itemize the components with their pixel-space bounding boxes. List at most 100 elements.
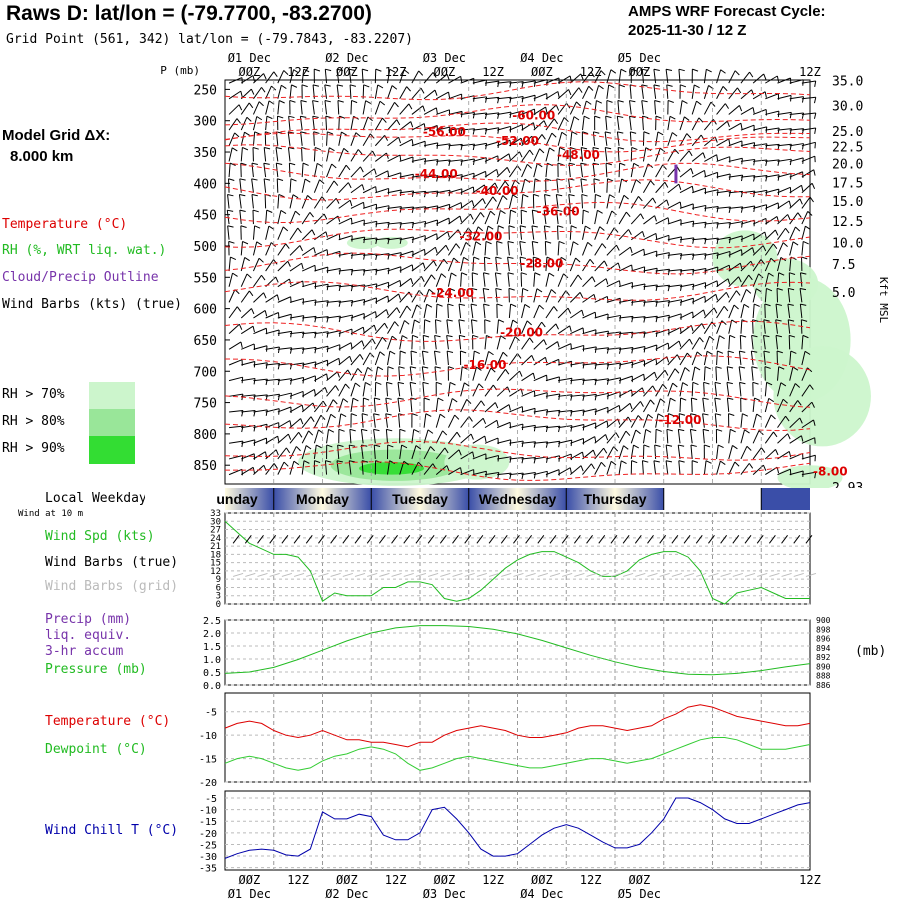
wind-barb-flag bbox=[592, 147, 599, 150]
wind-barb-flag bbox=[331, 163, 337, 169]
wind-barb-flag bbox=[437, 397, 444, 402]
temperature-contour-label: -60.00 bbox=[512, 109, 555, 123]
wind-barb bbox=[238, 194, 242, 209]
top-hour-label: 12Z bbox=[385, 65, 407, 79]
wind-barb bbox=[545, 132, 553, 146]
wind-barb-flag bbox=[655, 358, 658, 365]
wind-barb-flag bbox=[619, 280, 621, 287]
wind-barb-grid bbox=[610, 572, 622, 577]
wind-barb bbox=[679, 382, 684, 397]
wind-barb-flag bbox=[252, 209, 259, 213]
wind-barb-grid bbox=[525, 572, 536, 577]
wind-barb bbox=[435, 398, 439, 413]
wind-barb-flag bbox=[645, 429, 652, 433]
wind-barb bbox=[361, 460, 364, 475]
wind-barb bbox=[704, 171, 718, 178]
wind-barb bbox=[362, 203, 377, 209]
wind-barb bbox=[436, 189, 451, 194]
wind-barb bbox=[387, 237, 402, 241]
wind-barb bbox=[472, 96, 487, 100]
wind-barb-flag bbox=[508, 153, 511, 160]
wind-barb-flag bbox=[316, 444, 322, 449]
wind-barb bbox=[582, 408, 597, 413]
wind-barb-grid bbox=[391, 572, 402, 577]
temperature-contour-label: -12.00 bbox=[659, 413, 702, 427]
wind-barb-flag bbox=[664, 370, 669, 376]
wind-barb-flag bbox=[785, 227, 790, 234]
wind-barb bbox=[545, 306, 555, 319]
wind-barb bbox=[484, 241, 487, 256]
wind-barb bbox=[667, 340, 680, 350]
wind-barb-flag bbox=[406, 305, 412, 311]
wind-barb-flag bbox=[725, 292, 730, 298]
wind-barb-flag bbox=[814, 80, 817, 87]
wind-barb-flag bbox=[676, 166, 681, 172]
pressure-tick-label: 890 bbox=[816, 662, 831, 671]
wind-barb-true bbox=[695, 535, 703, 544]
wind-tick-label: 6 bbox=[216, 583, 221, 593]
wind-barb-flag bbox=[365, 100, 372, 105]
wind-barb bbox=[606, 297, 621, 303]
altitude-tick-label: 20.0 bbox=[832, 158, 863, 173]
wind-barb-flag bbox=[529, 337, 534, 343]
wind-barb-flag bbox=[408, 291, 413, 298]
wind-barb-flag bbox=[534, 272, 541, 276]
wind-barb-flag bbox=[325, 68, 332, 72]
wind-barb bbox=[435, 304, 438, 319]
wind-barb-flag bbox=[706, 68, 712, 73]
wind-barb bbox=[618, 195, 625, 209]
wind-barb-flag bbox=[338, 316, 341, 323]
wind-barb-flag bbox=[762, 245, 767, 252]
wind-barb-flag bbox=[336, 460, 343, 463]
wind-barb-flag bbox=[555, 104, 560, 111]
wind-barb bbox=[448, 202, 462, 209]
wind-barb bbox=[509, 96, 524, 100]
wind-barb-flag bbox=[654, 100, 661, 103]
wind-barb-flag bbox=[702, 428, 710, 432]
wind-barb-flag bbox=[813, 97, 817, 104]
wind-barb bbox=[606, 461, 612, 475]
wind-barb bbox=[495, 257, 498, 272]
wind-barb-grid bbox=[245, 572, 256, 577]
wind-barb bbox=[618, 282, 633, 288]
wind-barb bbox=[594, 392, 609, 397]
wind-barb bbox=[484, 384, 494, 397]
wind-barb bbox=[362, 338, 373, 350]
wind-barb bbox=[484, 168, 497, 178]
wind-barb bbox=[787, 319, 791, 334]
wind-barb-flag bbox=[739, 366, 746, 369]
wind-barb bbox=[692, 204, 706, 209]
model-grid-title: Model Grid ΔX: bbox=[2, 127, 111, 144]
wind-barb-flag bbox=[273, 259, 278, 265]
wind-barb bbox=[472, 170, 486, 178]
wind-barb bbox=[326, 163, 333, 178]
wind-barb bbox=[411, 445, 417, 460]
wind-barb bbox=[570, 409, 585, 413]
wind-barb bbox=[409, 382, 413, 397]
wind-barb bbox=[496, 153, 510, 162]
wind-barb-flag bbox=[631, 316, 634, 323]
wind-barb-flag bbox=[727, 397, 734, 400]
wind-barb-flag bbox=[533, 80, 536, 87]
wind-barb bbox=[374, 351, 381, 366]
wind-barb bbox=[582, 436, 596, 444]
wind-barb bbox=[496, 166, 508, 178]
wind-barb bbox=[423, 107, 437, 115]
wind-barb bbox=[763, 351, 766, 366]
windchill-tick-label: -20 bbox=[199, 829, 217, 840]
wind-barb bbox=[777, 143, 792, 147]
wind-barb-flag bbox=[610, 460, 617, 466]
wind-barb bbox=[728, 262, 741, 272]
wind-barb bbox=[569, 225, 572, 240]
wind-barb bbox=[496, 195, 504, 209]
wind-barb bbox=[679, 203, 694, 209]
wind-barb bbox=[531, 210, 535, 225]
wind-barb-flag bbox=[807, 210, 813, 216]
wind-barb bbox=[521, 390, 535, 397]
wind-barb bbox=[326, 268, 341, 272]
wind-barb bbox=[545, 91, 559, 100]
wind-barb-flag bbox=[412, 236, 414, 244]
wind-barb-flag bbox=[336, 371, 340, 378]
wind-barb-flag bbox=[332, 399, 338, 405]
wind-barb bbox=[582, 116, 585, 131]
